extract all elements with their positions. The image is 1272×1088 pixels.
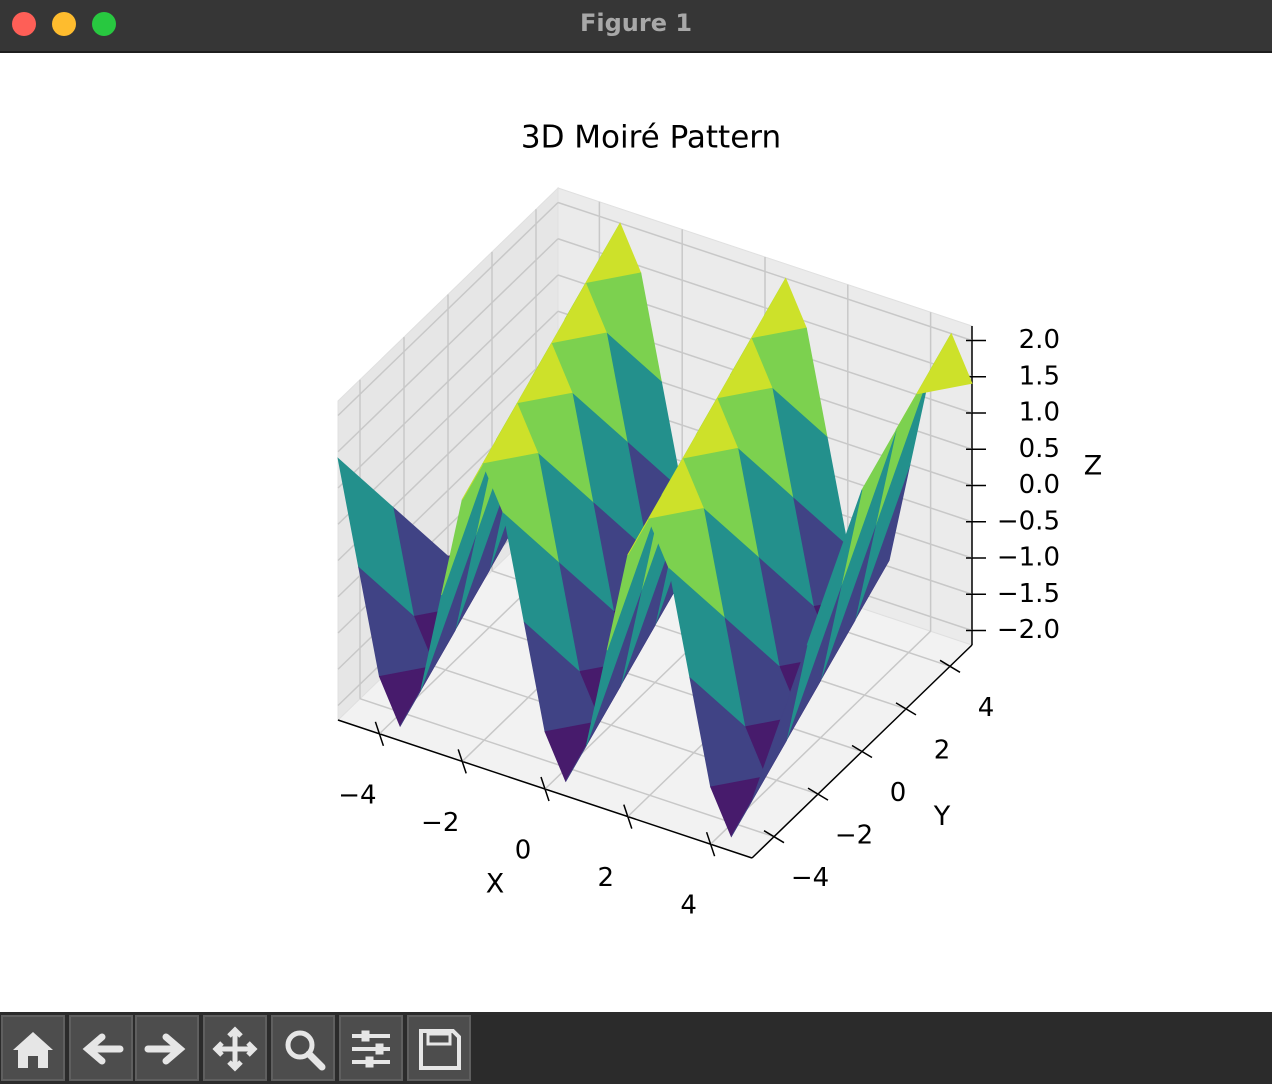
y-tick-label: 4 (978, 693, 995, 723)
title-bar (0, 0, 1272, 52)
x-tick (457, 749, 467, 774)
y-tick-label: 0 (890, 778, 907, 808)
z-tick-label: −1.5 (997, 579, 1060, 609)
grid-line (337, 274, 559, 489)
save-icon (419, 1029, 461, 1070)
grid-line (337, 238, 559, 453)
x-tick-label: −2 (421, 808, 459, 838)
y-tick (851, 744, 873, 759)
y-tick (763, 830, 785, 844)
toolbar-icons (13, 1026, 461, 1072)
configure-knob (361, 1030, 370, 1042)
z-axis-label: Z (1084, 451, 1103, 482)
z-tick-label: 1.0 (1019, 398, 1060, 428)
x-tick (540, 776, 550, 802)
y-tick-label: −4 (791, 863, 829, 893)
chart-title: 3D Moiré Pattern (521, 120, 781, 156)
z-tick-label: −2.0 (997, 615, 1060, 645)
forward-icon (144, 1033, 186, 1065)
y-axis-label: Y (933, 801, 951, 832)
zoom-icon-handle (305, 1050, 326, 1071)
x-tick (623, 804, 633, 829)
save-icon-label (426, 1032, 452, 1046)
z-tick-label: −1.0 (997, 543, 1060, 573)
grid-line (337, 201, 559, 417)
z-tick-label: 2.0 (1019, 325, 1060, 355)
z-tick-label: −0.5 (997, 506, 1060, 536)
y-tick-label: −2 (835, 821, 873, 851)
zoom-icon-lens (285, 1030, 315, 1060)
y-tick-label: 2 (934, 735, 951, 765)
minimize-button[interactable] (52, 12, 76, 36)
x-tick (705, 831, 716, 857)
x-tick-label: 0 (515, 836, 532, 866)
configure-knob (375, 1043, 384, 1055)
grid-line (337, 310, 559, 525)
x-tick-label: 2 (598, 863, 615, 893)
z-tick-label: 0.0 (1019, 470, 1060, 500)
x-axis-label: X (486, 869, 505, 900)
window-title: Figure 1 (580, 9, 692, 37)
configure-knob (365, 1056, 374, 1068)
z-tick-label: 0.5 (1019, 434, 1060, 464)
plot: −4−2024−4−20242.01.51.00.50.0−0.5−1.0−1.… (337, 186, 1060, 921)
x-tick-label: −4 (338, 780, 376, 810)
y-tick (939, 659, 961, 673)
zoom-button[interactable] (92, 12, 116, 36)
close-button[interactable] (12, 12, 36, 36)
pan-icon (212, 1026, 258, 1072)
surface-patch (730, 645, 808, 837)
x-tick-label: 4 (680, 891, 697, 921)
home-icon (13, 1032, 53, 1068)
y-tick (895, 702, 917, 716)
y-tick (807, 787, 829, 801)
zoom-tool-button[interactable] (271, 1015, 335, 1081)
x-tick (374, 721, 385, 747)
grid-line (557, 201, 973, 342)
z-tick-label: 1.5 (1019, 361, 1060, 391)
back-icon (82, 1033, 124, 1065)
